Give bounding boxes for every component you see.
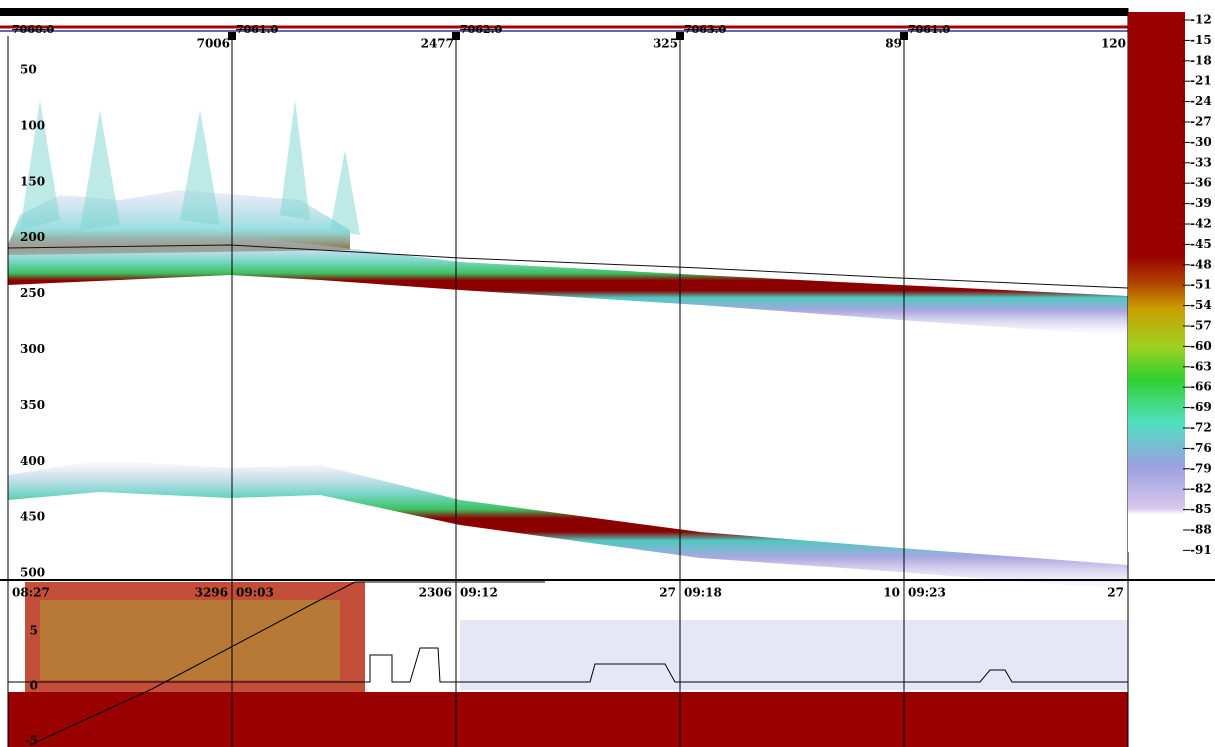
segment-label: 7062.0 <box>460 23 502 36</box>
scale-label: -15 <box>1190 33 1212 47</box>
depth-tick-label: 300 <box>20 342 45 356</box>
segment-count: 2477 <box>421 37 454 51</box>
lower-diagonal <box>29 581 545 746</box>
depth-tick-label: 200 <box>20 230 45 244</box>
scale-label: -54 <box>1190 298 1212 312</box>
scale-label: -76 <box>1190 441 1212 455</box>
segment-marker <box>676 32 684 40</box>
depth-tick-label: 250 <box>20 286 45 300</box>
segment-lines <box>7 8 1129 747</box>
segment-count: 10 <box>883 586 900 600</box>
scale-label: -51 <box>1190 278 1212 292</box>
scale-label: -91 <box>1190 543 1212 557</box>
bottom-line <box>7 244 1129 289</box>
segment-marker <box>900 32 908 40</box>
scale-label: -27 <box>1190 115 1212 129</box>
bottom-echo <box>8 235 1128 336</box>
scale-label: -21 <box>1190 74 1212 88</box>
segment-count: 89 <box>885 37 902 51</box>
depth-tick-label: 500 <box>20 566 45 580</box>
color-scale <box>1128 12 1185 552</box>
segment-time: 09:03 <box>236 586 274 600</box>
scale-label: -33 <box>1190 155 1212 169</box>
scale-label: -39 <box>1190 196 1212 210</box>
scale-label: -12 <box>1190 13 1212 27</box>
depth-tick-label: 400 <box>20 454 45 468</box>
segment-time: 09:23 <box>908 586 946 600</box>
scale-label: -48 <box>1190 257 1212 271</box>
lower-tick-label: -5 <box>25 734 38 747</box>
scale-label: -88 <box>1190 523 1212 537</box>
scale-label: -45 <box>1190 237 1212 251</box>
scale-label: -24 <box>1190 94 1212 108</box>
scale-label: -30 <box>1190 135 1212 149</box>
fish-plumes <box>20 100 360 235</box>
lower-tick-label: 0 <box>30 679 38 693</box>
segment-count: 7006 <box>197 37 230 51</box>
lower-noise-green <box>40 600 340 680</box>
scale-label: -72 <box>1190 421 1212 435</box>
segment-label: 7063.0 <box>684 23 726 36</box>
segment-time: 08:27 <box>12 586 50 600</box>
lower-trace <box>8 647 1128 683</box>
scale-label: -57 <box>1190 319 1212 333</box>
segment-marker <box>228 32 236 40</box>
scale-label: -63 <box>1190 359 1212 373</box>
scale-label: -69 <box>1190 400 1212 414</box>
scale-label: -66 <box>1190 380 1212 394</box>
scale-label: -60 <box>1190 339 1212 353</box>
segment-count: 27 <box>1107 586 1124 600</box>
second-echo <box>8 460 1128 590</box>
depth-tick-label: 350 <box>20 398 45 412</box>
lower-noise <box>25 582 365 692</box>
top-bar <box>0 8 1128 16</box>
segment-count: 2306 <box>419 586 452 600</box>
depth-tick-label: 50 <box>20 63 37 77</box>
segment-count: 325 <box>653 37 678 51</box>
segment-label: 7061.0 <box>908 23 950 36</box>
lower-tick-label: 5 <box>30 624 38 638</box>
lower-noise-blue <box>460 620 1128 690</box>
scale-label: -79 <box>1190 461 1212 475</box>
labels: 7060.0 7006 7061.0 2477 7062.0 325 7063.0 89 706… <box>12 13 1212 747</box>
segment-label: 7061.0 <box>236 23 278 36</box>
scale-label: -36 <box>1190 176 1212 190</box>
segment-count: 120 <box>1101 37 1126 51</box>
depth-tick-label: 150 <box>20 174 45 188</box>
segment-time: 09:18 <box>684 586 722 600</box>
segment-count: 27 <box>659 586 676 600</box>
segment-time: 09:12 <box>460 586 498 600</box>
segment-marker <box>452 32 460 40</box>
segment-count: 3296 <box>195 586 228 600</box>
lower-bottom <box>8 692 1128 747</box>
scale-label: -42 <box>1190 217 1212 231</box>
depth-tick-label: 100 <box>20 118 45 132</box>
segment-label: 7060.0 <box>12 23 54 36</box>
scale-label: -85 <box>1190 502 1212 516</box>
scale-label: -18 <box>1190 53 1212 67</box>
depth-tick-label: 450 <box>20 510 45 524</box>
scale-label: -82 <box>1190 482 1212 496</box>
